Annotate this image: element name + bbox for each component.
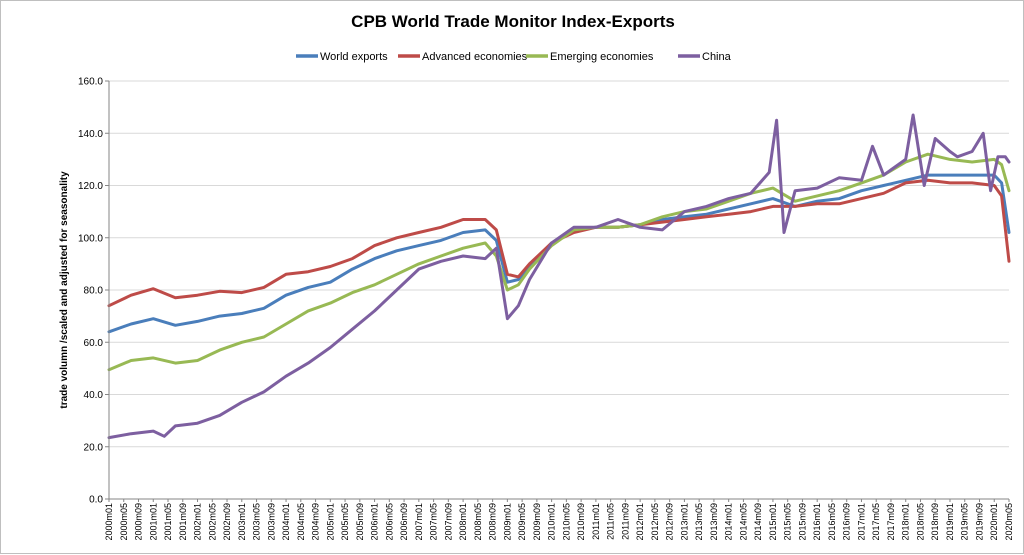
x-tick-label: 2014m01 bbox=[724, 503, 734, 541]
x-tick-label: 2013m05 bbox=[694, 503, 704, 541]
legend-label: Emerging economies bbox=[550, 51, 654, 63]
x-tick-label: 2010m09 bbox=[576, 503, 586, 541]
x-tick-label: 2003m05 bbox=[252, 503, 262, 541]
x-tick-label: 2011m05 bbox=[606, 503, 616, 540]
x-tick-label: 2016m05 bbox=[827, 503, 837, 541]
x-tick-label: 2005m05 bbox=[340, 503, 350, 541]
x-tick-label: 2009m01 bbox=[502, 503, 512, 541]
y-tick-label: 160.0 bbox=[78, 77, 103, 88]
x-tick-label: 2006m05 bbox=[384, 503, 394, 541]
y-tick-label: 140.0 bbox=[78, 129, 103, 140]
x-tick-label: 2000m05 bbox=[119, 503, 129, 541]
x-tick-label: 2020m05 bbox=[1004, 503, 1014, 541]
x-tick-label: 2007m09 bbox=[443, 503, 453, 541]
x-tick-label: 2013m09 bbox=[709, 503, 719, 541]
x-tick-label: 2008m09 bbox=[488, 503, 498, 541]
y-tick-label: 20.0 bbox=[84, 442, 104, 453]
x-tick-label: 2004m01 bbox=[281, 503, 291, 541]
x-tick-label: 2010m05 bbox=[561, 503, 571, 541]
x-tick-label: 2004m05 bbox=[296, 503, 306, 541]
x-tick-label: 2015m01 bbox=[768, 503, 778, 541]
x-tick-label: 2016m01 bbox=[812, 503, 822, 541]
series-line-advanced-economies bbox=[107, 178, 1011, 308]
x-tick-label: 2000m09 bbox=[134, 503, 144, 541]
y-axis-ticks: 0.0 20.0 40.0 60.0 80.0 100.0 120.0 140.0 160.0 bbox=[78, 77, 109, 506]
x-tick-label: 2020m01 bbox=[989, 503, 999, 541]
x-tick-label: 2002m09 bbox=[222, 503, 232, 541]
x-tick-label: 2010m01 bbox=[547, 503, 557, 541]
series-lines bbox=[107, 113, 1011, 440]
x-tick-label: 2013m01 bbox=[679, 503, 689, 541]
x-tick-label: 2015m09 bbox=[797, 503, 807, 541]
x-tick-label: 2008m01 bbox=[458, 503, 468, 541]
x-tick-label: 2019m01 bbox=[945, 503, 955, 541]
chart-legend: World exports Advanced economies Emerging … bbox=[296, 51, 732, 63]
x-tick-label: 2019m05 bbox=[960, 503, 970, 541]
x-tick-label: 2018m01 bbox=[901, 503, 911, 541]
x-tick-label: 2011m09 bbox=[620, 503, 630, 540]
x-tick-label: 2018m05 bbox=[915, 503, 925, 541]
x-tick-label: 2006m01 bbox=[370, 503, 380, 541]
x-tick-label: 2016m09 bbox=[842, 503, 852, 541]
x-tick-label: 2009m05 bbox=[517, 503, 527, 541]
x-tick-label: 2011m01 bbox=[591, 503, 601, 540]
y-tick-label: 60.0 bbox=[84, 338, 104, 349]
x-tick-label: 2005m01 bbox=[325, 503, 335, 541]
x-tick-label: 2017m05 bbox=[871, 503, 881, 541]
y-tick-label: 100.0 bbox=[78, 233, 103, 244]
x-tick-label: 2002m05 bbox=[207, 503, 217, 541]
chart-title: CPB World Trade Monitor Index-Exports bbox=[351, 12, 675, 31]
y-tick-label: 80.0 bbox=[84, 286, 104, 297]
y-tick-label: 0.0 bbox=[89, 495, 103, 506]
x-tick-label: 2007m01 bbox=[414, 503, 424, 541]
x-tick-label: 2019m09 bbox=[974, 503, 984, 541]
x-tick-label: 2017m09 bbox=[886, 503, 896, 541]
gridlines bbox=[109, 80, 1009, 500]
x-tick-label: 2003m01 bbox=[237, 503, 247, 541]
x-tick-label: 2000m01 bbox=[104, 503, 114, 541]
series-line-china bbox=[107, 113, 1011, 440]
legend-label: Advanced economies bbox=[422, 51, 528, 63]
x-axis-ticks: 2000m01 2000m05 2000m09 2001m01 2001m05 2001m… bbox=[104, 499, 1014, 541]
x-tick-label: 2012m01 bbox=[635, 503, 645, 541]
series-line-world-exports bbox=[107, 173, 1011, 334]
x-tick-label: 2015m05 bbox=[783, 503, 793, 541]
x-tick-label: 2006m09 bbox=[399, 503, 409, 541]
x-tick-label: 2001m09 bbox=[178, 503, 188, 541]
y-axis-label: trade volumn /scaled and adjusted for se… bbox=[59, 171, 70, 409]
x-tick-label: 2001m05 bbox=[163, 503, 173, 541]
x-tick-label: 2014m05 bbox=[738, 503, 748, 541]
y-tick-label: 40.0 bbox=[84, 390, 104, 401]
x-tick-label: 2012m09 bbox=[665, 503, 675, 541]
x-tick-label: 2005m09 bbox=[355, 503, 365, 541]
x-tick-label: 2008m05 bbox=[473, 503, 483, 541]
x-tick-label: 2004m09 bbox=[311, 503, 321, 541]
x-tick-label: 2009m09 bbox=[532, 503, 542, 541]
y-tick-label: 120.0 bbox=[78, 181, 103, 192]
x-tick-label: 2001m01 bbox=[148, 503, 158, 541]
x-tick-label: 2012m05 bbox=[650, 503, 660, 541]
x-tick-label: 2014m09 bbox=[753, 503, 763, 541]
x-tick-label: 2007m05 bbox=[429, 503, 439, 541]
x-tick-label: 2017m01 bbox=[856, 503, 866, 541]
legend-label: World exports bbox=[320, 51, 388, 63]
x-tick-label: 2018m09 bbox=[930, 503, 940, 541]
x-tick-label: 2003m09 bbox=[266, 503, 276, 541]
legend-label: China bbox=[702, 51, 732, 63]
x-tick-label: 2002m01 bbox=[193, 503, 203, 541]
